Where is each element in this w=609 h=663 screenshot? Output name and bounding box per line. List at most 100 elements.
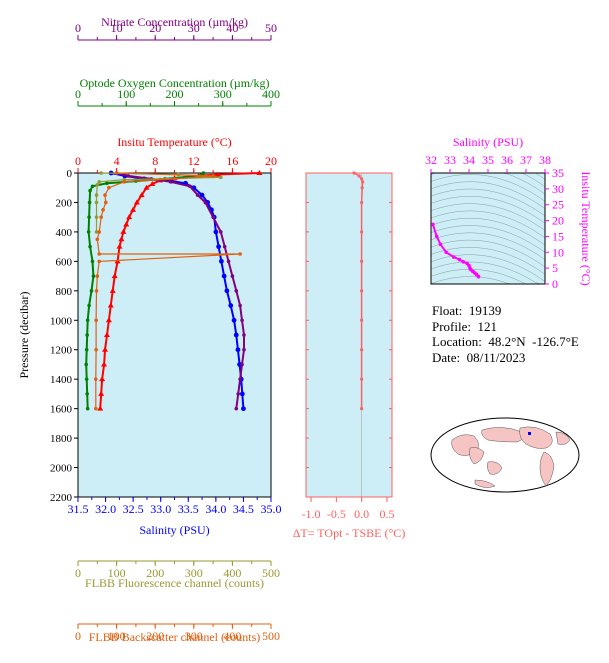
nitrate-point — [236, 392, 240, 396]
salinity-point — [231, 317, 237, 323]
ts-point — [444, 250, 449, 255]
delta-t-tick-label: -1.0 — [302, 507, 321, 521]
axis-tick-label-bottom-2: 300 — [185, 566, 203, 580]
oxygen-point — [88, 244, 92, 249]
backscatter-point — [94, 289, 99, 293]
axis-tick-label-bottom-2: 500 — [262, 566, 280, 580]
salinity-point — [224, 288, 230, 294]
backscatter-point — [97, 230, 102, 234]
fluorescence-point — [94, 215, 99, 219]
backscatter-point — [103, 193, 107, 197]
salinity-point — [233, 332, 239, 338]
axis-tick-label-top-3: 50 — [265, 21, 277, 35]
axis-tick-label-bottom-3: 200 — [146, 629, 164, 643]
ts-temperature-tick-label: 35 — [552, 166, 564, 180]
pressure-tick-label: 800 — [56, 286, 73, 298]
ts-isopycnal — [430, 232, 546, 260]
axis-tick-label-bottom-1: 33.0 — [150, 502, 171, 516]
delta-t-point — [352, 171, 356, 175]
backscatter-point — [93, 377, 98, 381]
backscatter-point — [99, 215, 103, 219]
oxygen-point — [90, 259, 95, 264]
nitrate-point — [219, 230, 223, 234]
float-location-marker — [528, 432, 531, 435]
ts-point — [438, 242, 443, 247]
temperature-point — [143, 184, 150, 190]
ts-temperature-tick-label: 5 — [552, 261, 558, 275]
oxygen-point — [88, 188, 92, 193]
axis-title-top-1: Insitu Temperature (°C) — [117, 135, 231, 149]
axis-tick-label-top-3: 40 — [226, 21, 238, 35]
float-location: Location: 48.2°N -126.7°E — [432, 334, 579, 349]
ts-point — [452, 255, 456, 259]
ts-salinity-tick-label: 35 — [482, 153, 494, 167]
axis-tick-label-bottom-3: 100 — [108, 629, 126, 643]
ts-point — [476, 274, 481, 279]
nitrate-point — [195, 193, 200, 197]
backscatter-point — [103, 200, 108, 205]
temperature-point — [103, 332, 110, 337]
pressure-tick-label: 2200 — [50, 492, 73, 504]
ts-isopycnal — [430, 188, 546, 217]
nitrate-point — [242, 333, 246, 337]
ts-point — [434, 234, 439, 239]
salinity-point — [221, 273, 227, 279]
ts-temperature-tick-label: 30 — [552, 182, 564, 196]
backscatter-point — [107, 185, 111, 190]
nitrate-point — [230, 274, 235, 278]
salinity-point — [213, 229, 219, 235]
backscatter-point — [94, 318, 98, 323]
fluorescence-point — [94, 200, 99, 205]
pressure-tick-label: 400 — [56, 227, 73, 239]
ts-salinity-tick-label: 34 — [463, 153, 475, 167]
pressure-axis-label: Pressure (decibar) — [17, 292, 31, 379]
axis-tick-label-bottom-1: 35.0 — [261, 502, 282, 516]
delta-t-point — [360, 186, 364, 190]
world-map — [430, 417, 580, 493]
ts-point — [431, 222, 435, 227]
axis-tick-label-bottom-2: 200 — [146, 566, 164, 580]
nitrate-point — [126, 174, 130, 178]
nitrate-point — [238, 377, 242, 381]
temperature-point — [99, 376, 106, 382]
temperature-point — [102, 346, 109, 352]
pressure-tick-label: 1800 — [50, 433, 73, 445]
ts-salinity-axis-label: Salinity (PSU) — [453, 135, 523, 149]
backscatter-point — [95, 274, 100, 278]
ts-point — [461, 260, 466, 264]
delta-t-point — [360, 407, 364, 411]
ts-temperature-tick-label: 25 — [552, 198, 564, 212]
temperature-point — [105, 317, 112, 323]
oxygen-point — [87, 303, 91, 308]
pressure-tick-label: 1600 — [50, 404, 73, 416]
axis-tick-label-top-1: 16 — [226, 154, 238, 168]
ts-plot-area — [430, 172, 546, 285]
axis-tick-label-top-1: 4 — [114, 154, 120, 168]
salinity-point — [199, 192, 205, 198]
backscatter-point — [97, 259, 102, 264]
ts-isopycnal — [430, 210, 546, 239]
nitrate-point — [203, 200, 208, 205]
nitrate-point — [242, 347, 246, 352]
pressure-tick-label: 200 — [56, 197, 73, 209]
ts-isopycnal — [430, 174, 546, 202]
fluorescence-point — [97, 180, 102, 184]
salinity-point — [239, 391, 245, 397]
axis-tick-label-top-3: 30 — [188, 21, 200, 35]
temperature-point — [120, 228, 127, 234]
axis-tick-label-bottom-1: 34.5 — [233, 502, 254, 516]
temperature-point — [97, 405, 104, 411]
oxygen-point — [89, 289, 94, 293]
oxygen-point — [91, 274, 96, 278]
temperature-point — [116, 243, 123, 249]
ts-salinity-tick-label: 38 — [539, 153, 551, 167]
axis-tick-label-bottom-1: 31.5 — [68, 502, 89, 516]
axis-tick-label-bottom-3: 500 — [262, 629, 280, 643]
pressure-tick-label: 600 — [56, 256, 73, 268]
axis-tick-label-bottom-1: 34.0 — [205, 502, 226, 516]
axis-tick-label-top-2: 200 — [166, 87, 184, 101]
delta-t-point — [360, 377, 364, 381]
delta-t-tick-label: -0.5 — [327, 507, 346, 521]
salinity-point — [218, 258, 224, 264]
